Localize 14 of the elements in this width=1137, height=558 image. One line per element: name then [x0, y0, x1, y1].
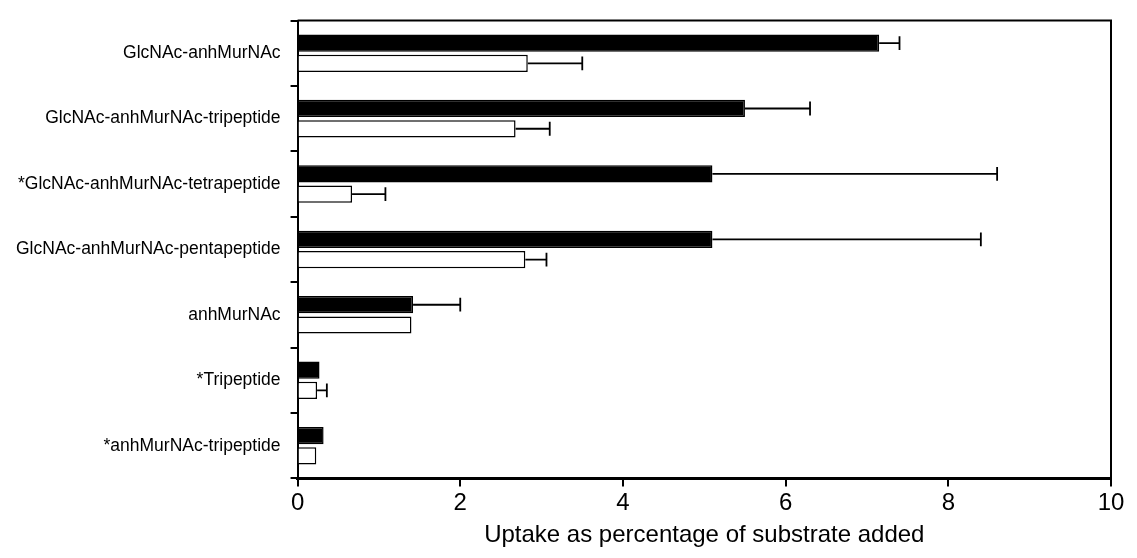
y-tick-label: anhMurNAc [188, 303, 281, 324]
y-tick-label: GlcNAc-anhMurNAc-pentapeptide [15, 238, 281, 259]
x-tick-label: 0 [290, 488, 305, 516]
y-tick-label: *anhMurNAc-tripeptide [103, 434, 281, 455]
x-tick-label: 4 [616, 488, 630, 516]
x-tick-label: 10 [1097, 488, 1125, 516]
y-tick-label: *GlcNAc-anhMurNAc-tetrapeptide [17, 172, 281, 193]
y-tick-label: GlcNAc-anhMurNAc-tripeptide [45, 107, 281, 128]
y-tick-label: GlcNAc-anhMurNAc [123, 42, 281, 63]
y-tick-label: *Tripeptide [196, 369, 281, 390]
x-tick-label: 8 [941, 488, 955, 516]
x-tick-label: 6 [778, 488, 793, 516]
x-axis-title: Uptake as percentage of substrate added [484, 520, 925, 548]
x-tick-label: 2 [453, 488, 467, 516]
